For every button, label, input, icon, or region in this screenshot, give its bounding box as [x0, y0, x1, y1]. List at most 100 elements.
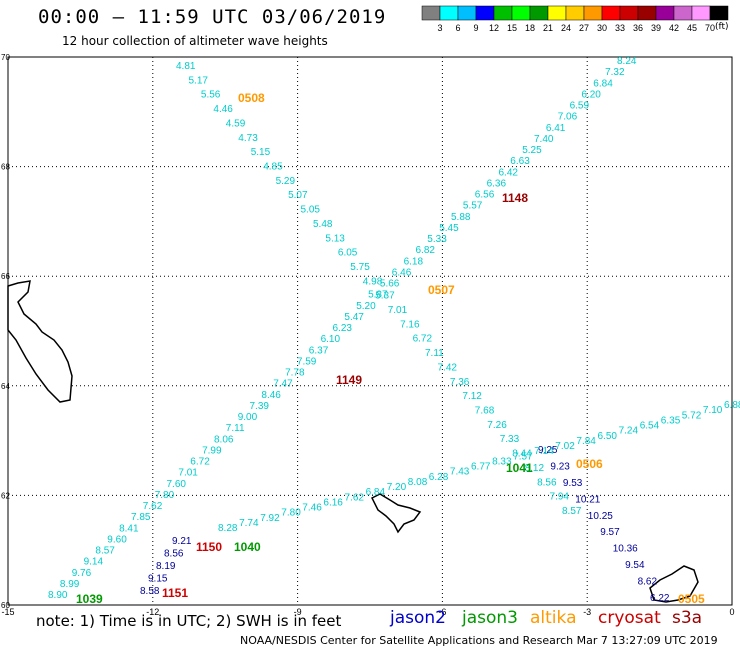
wave-height-label: 6.22 — [650, 593, 670, 604]
wave-height-label: 10.36 — [613, 544, 638, 555]
wave-height-label: 9.76 — [72, 568, 92, 579]
shetland-islands — [649, 565, 699, 603]
wave-height-label: 6.63 — [510, 156, 530, 167]
wave-height-label: 7.85 — [131, 512, 151, 523]
wave-height-label: 8.12 — [525, 463, 545, 474]
wave-height-label: 6.37 — [309, 345, 329, 356]
footnote: note: 1) Time is in UTC; 2) SWH is in fe… — [36, 612, 342, 630]
wave-height-label: 6.82 — [416, 245, 436, 256]
wave-height-label: 7.74 — [239, 518, 259, 529]
wave-height-label: 5.75 — [350, 262, 370, 273]
wave-height-label: 9.23 — [550, 461, 570, 472]
wave-height-label: 7.62 — [345, 492, 365, 503]
wave-height-label: 6.72 — [413, 334, 433, 345]
wave-height-label: 4.81 — [176, 61, 196, 72]
wave-height-label: 7.57 — [513, 451, 533, 462]
satellite-name: s3a — [672, 608, 703, 628]
wave-height-label: 7.01 — [388, 305, 408, 316]
legend-label: 27 — [579, 23, 589, 33]
pass-time-label: 0507 — [428, 283, 455, 297]
legend-swatch — [493, 5, 513, 21]
map-grid: -15 -12 -9 -6 -3 0 60 62 64 66 68 70 — [1, 53, 735, 617]
satellite-name: jason3 — [462, 608, 518, 628]
wave-height-label: 6.20 — [581, 89, 601, 100]
latitude-tick-label: 60 — [1, 601, 10, 610]
wave-height-label: 9.21 — [172, 536, 192, 547]
wave-height-label: 5.20 — [356, 301, 376, 312]
wave-height-label: 4.59 — [226, 118, 246, 129]
wave-height-label: 6.28 — [429, 472, 449, 483]
longitude-tick-label: -12 — [146, 607, 159, 617]
wave-height-label: 6.88 — [724, 400, 740, 411]
wave-height-label: 5.29 — [276, 176, 296, 187]
color-legend: 3 6 9 12 15 18 21 24 27 30 33 36 39 42 45 70 — [421, 5, 729, 33]
wave-height-label: 5.57 — [463, 201, 483, 212]
credit-line: NOAA/NESDIS Center for Satellite Applica… — [240, 634, 718, 647]
pass-time-label: 1150 — [196, 540, 222, 554]
pass-time-label: 1151 — [162, 586, 188, 600]
pass-time-label: 1149 — [336, 373, 362, 387]
wave-height-label: 8.99 — [60, 579, 80, 590]
longitude-tick-label: -15 — [1, 607, 14, 617]
legend-swatch — [529, 5, 549, 21]
wave-height-label: 7.36 — [450, 377, 470, 388]
wave-height-label: 5.72 — [682, 410, 702, 421]
wave-height-label: 7.80 — [281, 508, 301, 519]
legend-label: 18 — [525, 23, 535, 33]
legend-label: 45 — [687, 23, 697, 33]
wave-height-label: 9.14 — [84, 557, 104, 568]
pass-time-label: 1039 — [76, 592, 103, 606]
wave-height-label: 6.54 — [640, 421, 660, 432]
legend-label: 42 — [669, 23, 679, 33]
wave-height-label: 8.62 — [638, 577, 658, 588]
legend-swatch — [421, 5, 441, 21]
wave-height-label: 4.73 — [238, 133, 258, 144]
wave-height-label: 8.08 — [408, 477, 428, 488]
wave-height-label: 7.16 — [400, 319, 420, 330]
wave-height-label: 7.01 — [178, 468, 198, 479]
pass-time-label: 1041 — [506, 461, 533, 475]
wave-height-label: 5.47 — [344, 312, 364, 323]
greenland-coast — [7, 280, 73, 403]
wave-height-label: 5.88 — [451, 212, 471, 223]
wave-height-label: 6.77 — [471, 462, 491, 473]
wave-height-label: 6.35 — [661, 415, 681, 426]
wave-height-label: 4.46 — [213, 104, 233, 115]
wave-height-label: 7.11 — [425, 348, 444, 359]
satellite-name: altika — [530, 608, 577, 628]
land-masses — [7, 280, 699, 603]
wave-height-label: 7.68 — [475, 406, 495, 417]
wave-height-label: 6.72 — [190, 457, 210, 468]
wave-height-label: 7.84 — [576, 436, 596, 447]
latitude-tick-label: 62 — [1, 491, 10, 500]
wave-height-label: 7.42 — [438, 363, 458, 374]
legend-swatch — [511, 5, 531, 21]
wave-height-label: 10.25 — [588, 511, 613, 522]
wave-height-label: 7.46 — [302, 503, 322, 514]
wave-height-label: 6.18 — [404, 256, 424, 267]
wave-height-label: 8.57 — [562, 506, 582, 517]
wave-height-label: 6.56 — [475, 190, 495, 201]
wave-height-label: 7.78 — [285, 368, 305, 379]
wave-height-label: 7.06 — [558, 112, 578, 123]
wave-height-label: 6.10 — [321, 334, 341, 345]
wave-height-label: 6.50 — [598, 431, 618, 442]
wave-height-label: 7.94 — [550, 492, 570, 503]
latitude-tick-label: 70 — [1, 53, 10, 62]
wave-height-label: 5.48 — [313, 219, 333, 230]
page-title: 00:00 – 11:59 UTC 03/06/2019 — [38, 6, 387, 28]
wave-height-label: 8.19 — [156, 561, 176, 572]
wave-height-label: 8.28 — [218, 523, 238, 534]
wave-height-label: 10.21 — [575, 494, 600, 505]
longitude-tick-label: -9 — [294, 607, 302, 617]
wave-height-label: 7.92 — [260, 513, 280, 524]
wave-height-label: 7.24 — [619, 426, 639, 437]
wave-height-label: 7.47 — [273, 379, 293, 390]
wave-height-label: 5.56 — [201, 90, 221, 101]
wave-height-label: 6.42 — [499, 167, 519, 178]
legend-swatch — [583, 5, 603, 21]
wave-height-label: 7.43 — [450, 467, 470, 478]
wave-height-label: 9.54 — [625, 560, 645, 571]
pass-time-label: 0508 — [238, 91, 265, 105]
pass-time-label: 1148 — [502, 191, 528, 205]
